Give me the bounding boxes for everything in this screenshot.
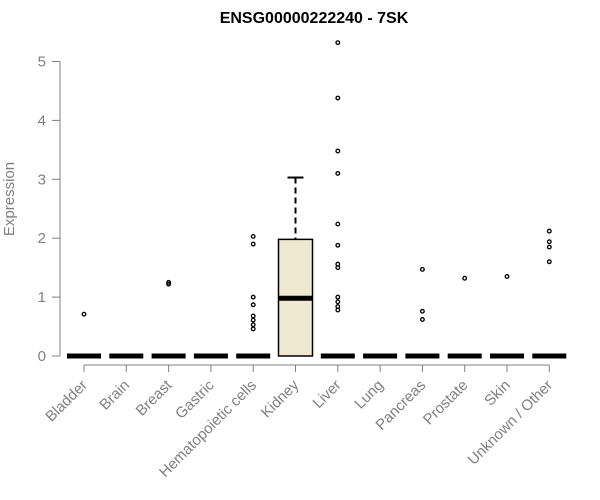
outlier-point [250, 317, 256, 323]
outlier-point [546, 259, 552, 265]
outlier-point [419, 308, 425, 314]
outlier-point [250, 241, 256, 247]
outlier-point [504, 274, 510, 279]
outlier-point [335, 40, 341, 46]
box-skin [490, 274, 524, 359]
outlier-point [335, 148, 341, 154]
box-hematopoietic-cells [236, 233, 271, 359]
outlier-point [335, 261, 341, 267]
y-tick-label: 5 [38, 54, 46, 71]
outlier-point [335, 95, 341, 101]
y-tick-label: 0 [38, 348, 46, 365]
outlier-point [335, 221, 341, 227]
outlier-point [166, 279, 172, 285]
y-tick-label: 4 [38, 112, 46, 129]
y-axis: 0 1 2 3 4 5 [38, 54, 61, 365]
outlier-point [335, 294, 341, 300]
box-bladder [67, 311, 101, 359]
outlier-point [462, 275, 468, 281]
x-tick-label: Lung [351, 377, 387, 413]
outlier-point [81, 311, 87, 317]
outlier-point [335, 242, 341, 248]
y-axis-label: Expression [1, 162, 18, 236]
outlier-point [419, 266, 425, 272]
box-prostate [447, 275, 482, 359]
outlier-point [546, 239, 552, 245]
outlier-point [250, 322, 256, 328]
box-kidney [277, 176, 314, 357]
outlier-point [250, 233, 256, 239]
x-tick-label: Prostate [420, 377, 472, 429]
chart-title: ENSG00000222240 - 7SK [220, 10, 409, 27]
x-tick-label: Bladder [42, 377, 91, 426]
box-unknown-other [532, 228, 567, 359]
outlier-point [250, 326, 256, 332]
y-tick-label: 2 [38, 230, 46, 247]
outlier-point [250, 313, 256, 319]
x-tick-label: Kidney [258, 376, 303, 421]
box-liver [320, 40, 355, 359]
outlier-point [419, 317, 425, 322]
y-tick-label: 1 [38, 289, 46, 306]
box-breast [151, 279, 186, 359]
y-tick-label: 3 [38, 171, 46, 188]
x-tick-label: Brain [96, 377, 133, 414]
outlier-point [335, 170, 341, 176]
x-tick-label: Skin [481, 377, 514, 410]
outlier-point [250, 294, 256, 300]
boxes-group [67, 40, 567, 359]
x-tick-label: Liver [310, 377, 345, 412]
outlier-point [546, 228, 552, 234]
outlier-point [250, 302, 256, 308]
outlier-point [166, 281, 172, 287]
outlier-point [335, 304, 341, 309]
x-tick-label: Breast [133, 376, 176, 419]
outlier-point [335, 299, 341, 305]
outlier-point [546, 244, 552, 250]
box-pancreas [405, 266, 440, 359]
